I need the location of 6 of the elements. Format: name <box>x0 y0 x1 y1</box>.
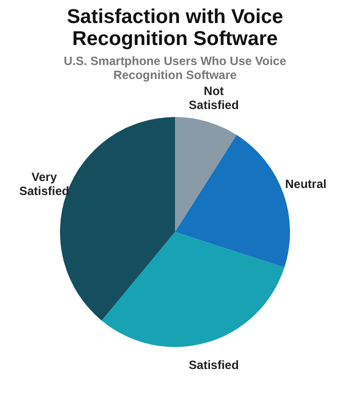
slice-label: Satisfied <box>188 358 239 372</box>
chart-title: Satisfaction with Voice Recognition Software <box>66 6 284 50</box>
slice-label: Neutral <box>285 177 326 192</box>
chart-subtitle: U.S. Smartphone Users Who Use Voice Recognition Software <box>62 54 288 82</box>
slice-label: Very Satisfied <box>19 170 70 198</box>
slice-label: Not Satisfied <box>188 84 239 112</box>
